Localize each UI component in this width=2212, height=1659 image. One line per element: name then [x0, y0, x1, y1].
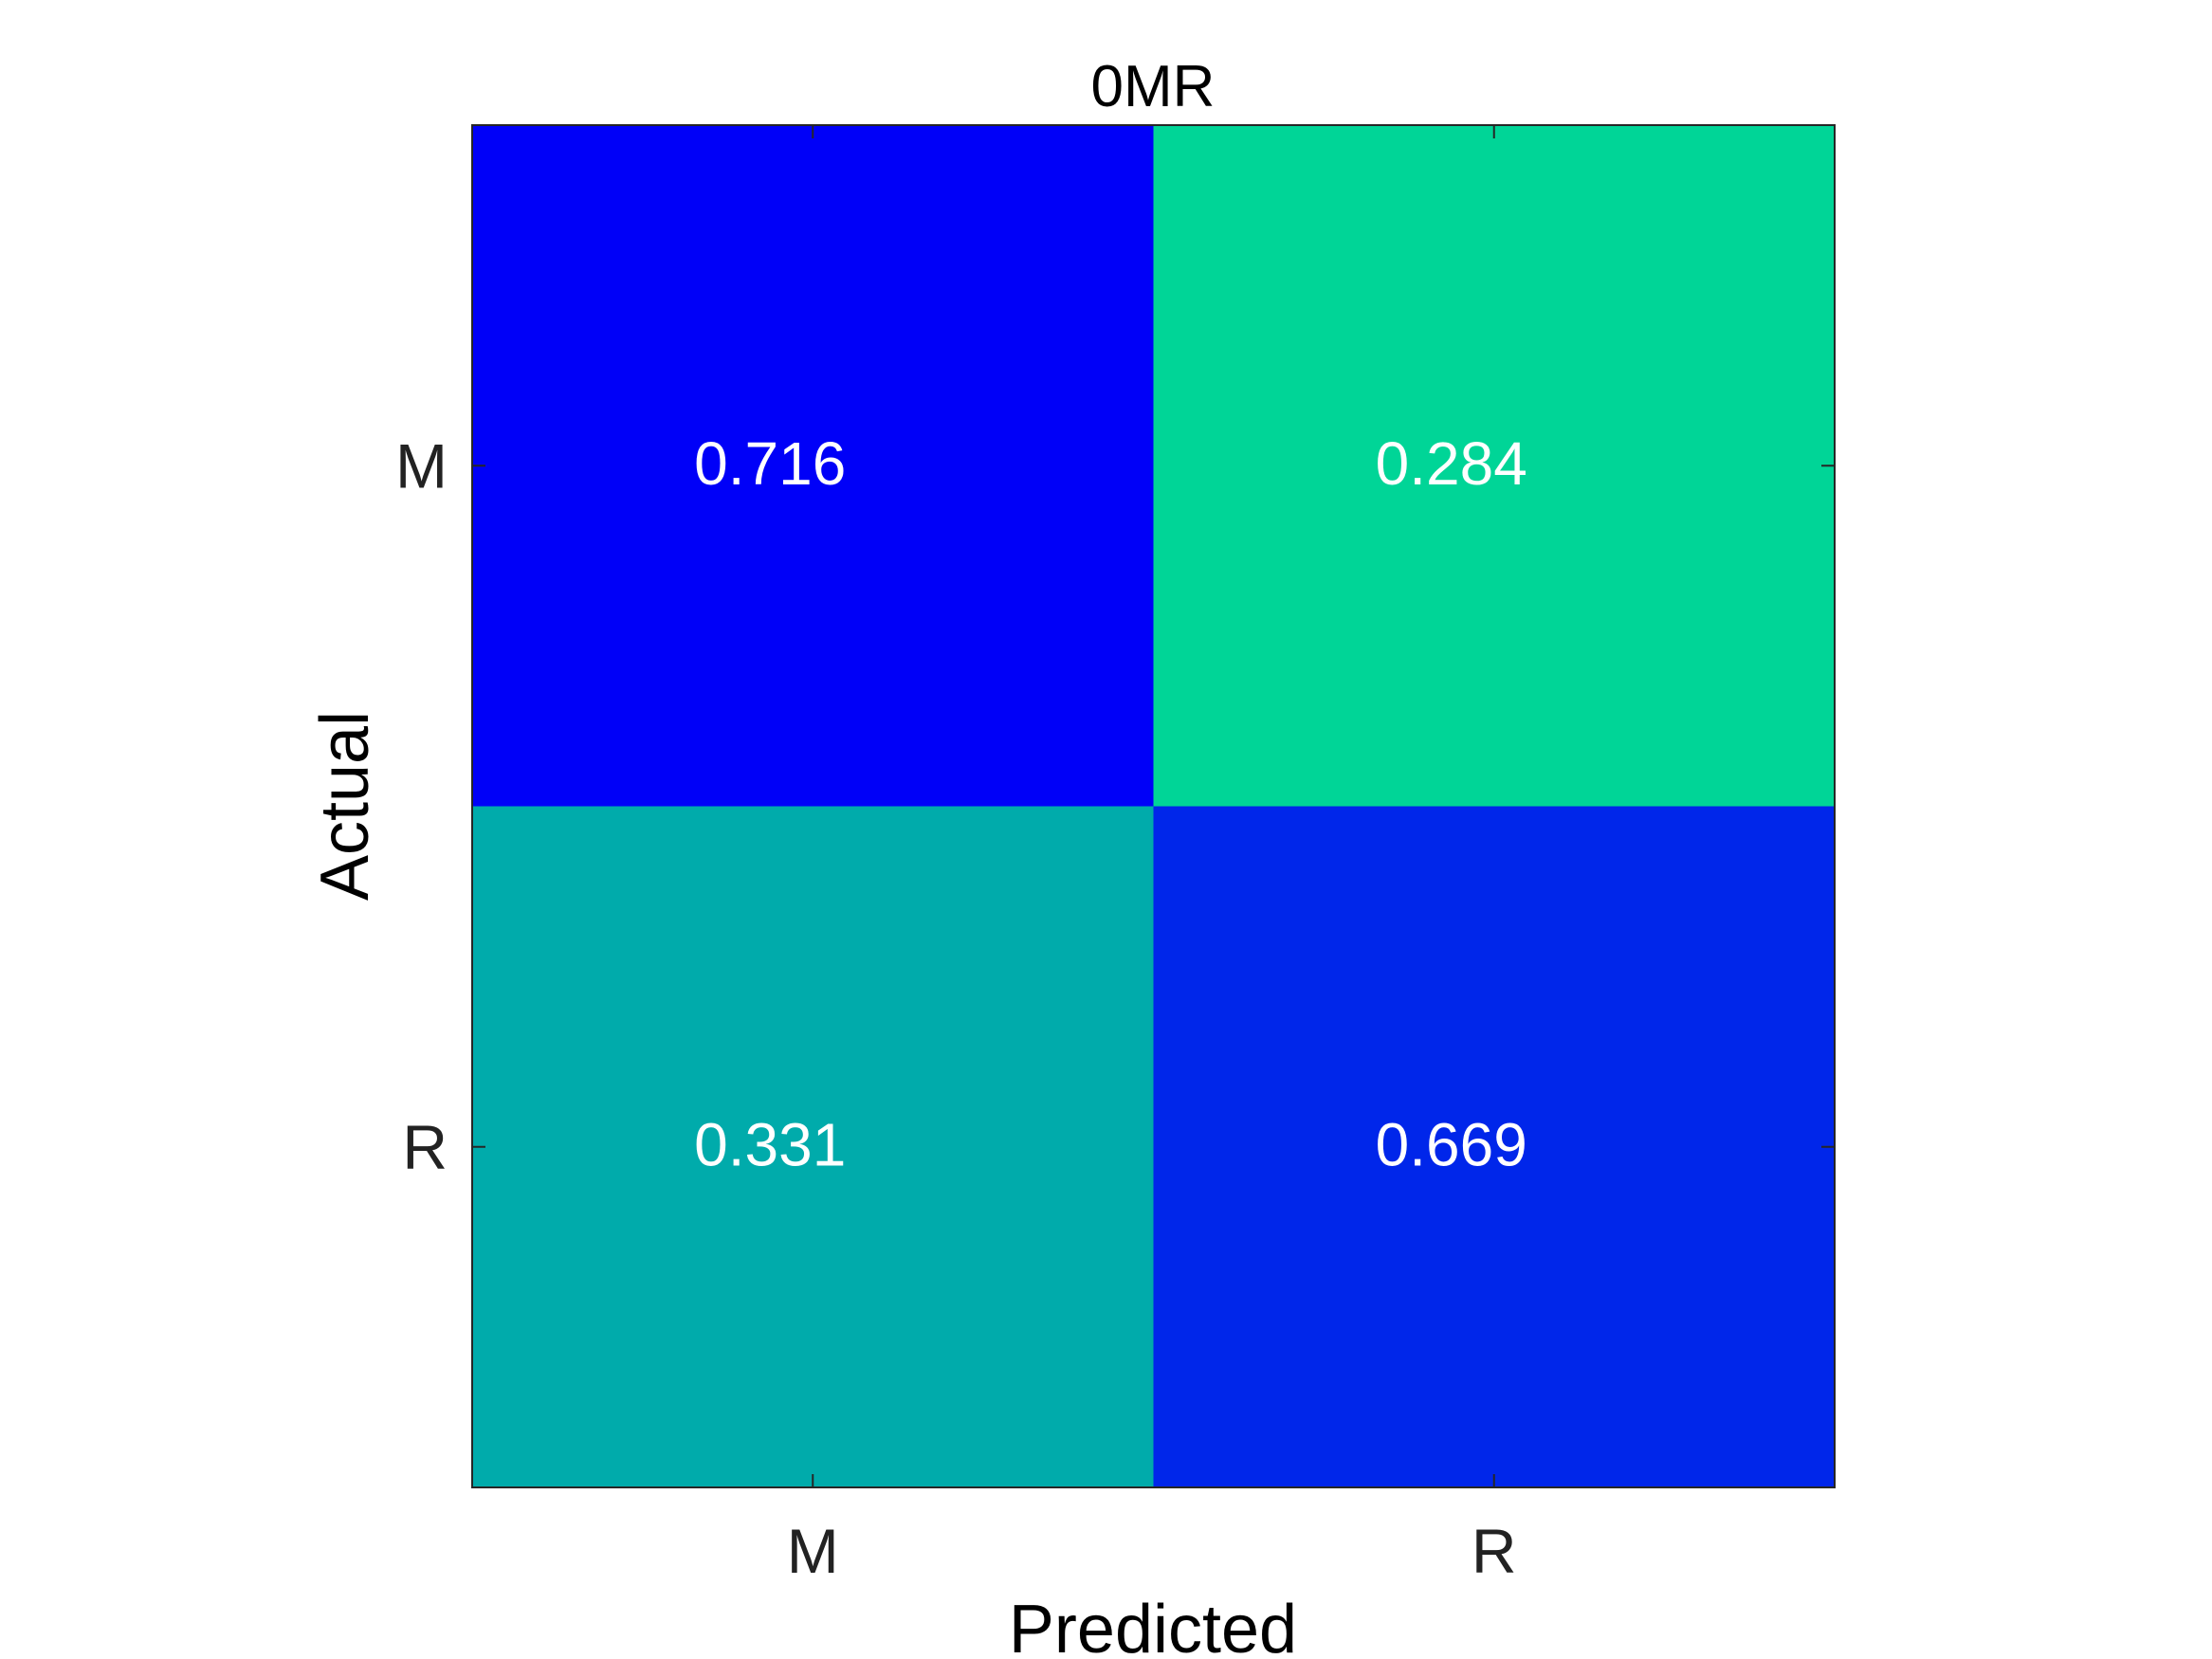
- y-tick-label: R: [402, 1112, 448, 1182]
- chart-title: 0MR: [1091, 54, 1216, 119]
- y-tick-label: M: [395, 430, 448, 501]
- axis-ticks: [472, 125, 1835, 1487]
- heatmap-cell-m-r: [1153, 125, 1836, 807]
- cell-value-label: 0.284: [1376, 429, 1527, 498]
- heatmap-cell-m-m: [472, 125, 1154, 807]
- y-axis-label: Actual: [307, 711, 383, 901]
- heatmap-cell-labels: 0.716 0.284 0.331 0.669: [694, 429, 1527, 1179]
- cell-value-label: 0.331: [694, 1111, 846, 1179]
- heatmap-cell-r-m: [472, 806, 1154, 1488]
- heatmap-cells: [472, 125, 1836, 1488]
- x-axis-label: Predicted: [1009, 1592, 1297, 1659]
- cell-value-label: 0.669: [1376, 1111, 1527, 1179]
- heatmap-cell-r-r: [1153, 806, 1836, 1488]
- y-axis-tick-labels: MR: [395, 430, 448, 1182]
- axes-frame: [471, 124, 1836, 1488]
- x-tick-label: M: [787, 1516, 839, 1586]
- cell-value-label: 0.716: [694, 429, 846, 498]
- x-tick-label: R: [1472, 1516, 1517, 1586]
